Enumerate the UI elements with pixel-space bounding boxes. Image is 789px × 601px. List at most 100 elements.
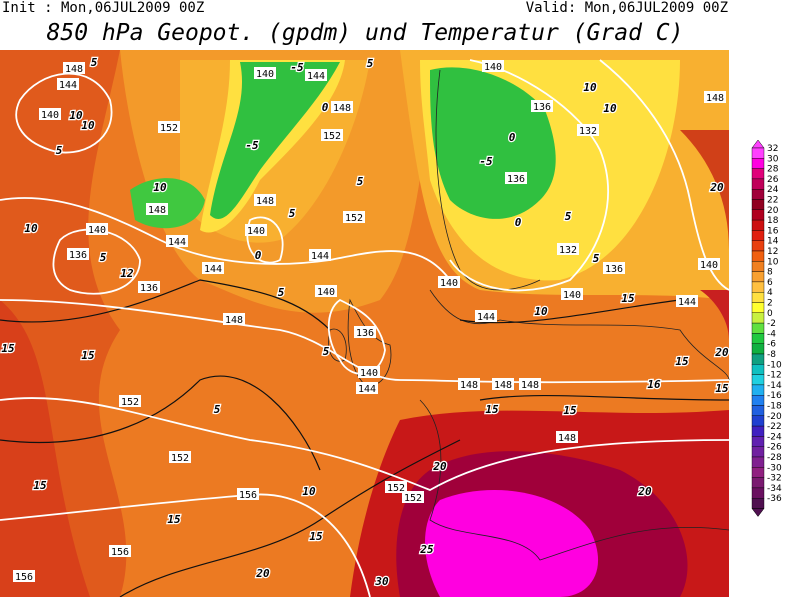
label-box [315, 285, 337, 297]
geopotential-label: 136 [356, 328, 374, 339]
geopotential-label: 144 [168, 237, 186, 248]
colorbar-label: 16 [767, 226, 779, 236]
label-box [119, 395, 141, 407]
colorbar-label: -2 [767, 319, 776, 329]
temperature-label: 15 [33, 479, 47, 492]
temperature-label: 5 [323, 345, 330, 358]
colorbar-swatch [751, 230, 765, 241]
colorbar-label: 6 [767, 278, 773, 288]
temperature-label: 10 [534, 305, 548, 318]
label-box [343, 211, 365, 223]
label-box [531, 100, 553, 112]
temperature-label: 5 [593, 252, 600, 265]
geopotential-label: 140 [360, 368, 378, 379]
geopotential-label: 148 [65, 64, 83, 75]
colorbar-swatch [751, 147, 765, 159]
label-box [67, 248, 89, 260]
geopotential-label: 148 [521, 380, 539, 391]
temperature-label: 20 [709, 181, 724, 194]
contour-labels: 148 144 140 152 140 144 148 152 148 144 140 136 136 1… [0, 55, 730, 590]
colorbar-label: 18 [767, 216, 779, 226]
label-box [704, 91, 726, 103]
geopotential-label: 152 [160, 123, 178, 134]
colorbar-swatch [751, 405, 765, 417]
temperature-label: 15 [309, 530, 323, 543]
label-box [492, 378, 514, 390]
label-box [438, 276, 460, 288]
geopotential-label: 148 [706, 93, 724, 104]
temperature-label: 30 [374, 575, 389, 588]
colorbar-label: 10 [767, 257, 779, 267]
geopotential-label: 148 [256, 196, 274, 207]
geopotential-label: 136 [507, 174, 525, 185]
colorbar-label: -8 [767, 350, 776, 360]
colorbar-label: 32 [767, 144, 778, 154]
geopotential-label: 140 [317, 287, 335, 298]
colorbar-swatch [751, 415, 765, 427]
label-box [13, 570, 35, 582]
geopotential-label: 148 [494, 380, 512, 391]
geopotential-label: 136 [69, 250, 87, 261]
colorbar-swatch [751, 312, 765, 324]
temperature-label: 5 [56, 144, 63, 157]
colorbar-label: -12 [767, 371, 782, 381]
geopotential-label: 132 [559, 245, 577, 256]
label-box [305, 69, 327, 81]
colorbar-swatch [751, 209, 765, 221]
geopotential-label: 152 [171, 453, 189, 464]
label-box [402, 491, 424, 503]
colorbar-label: 2 [767, 299, 773, 309]
label-box [358, 366, 380, 378]
colorbar-label: -14 [767, 381, 782, 391]
geopotential-label: 144 [311, 251, 329, 262]
geopotential-label: 152 [345, 213, 363, 224]
temperature-label: 20 [714, 346, 729, 359]
colorbar-swatch [751, 199, 765, 211]
label-box [331, 101, 353, 113]
label-box [109, 545, 131, 557]
temperature-label: 15 [715, 382, 729, 395]
colorbar-swatch [751, 364, 765, 375]
colorbar-label: -26 [767, 443, 782, 453]
geopotential-label: 140 [440, 278, 458, 289]
colorbar-label: 26 [767, 175, 779, 185]
colorbar-label: 24 [767, 185, 779, 195]
geopotential-label: 156 [111, 547, 129, 558]
label-box [556, 431, 578, 443]
temperature-label: 0 [515, 216, 522, 229]
temperature-label: 15 [621, 292, 635, 305]
temperature-label: 0 [322, 101, 329, 114]
geopotential-label: 152 [121, 397, 139, 408]
geopotential-label: 148 [148, 205, 166, 216]
temperature-label: 15 [167, 513, 181, 526]
colorbar-swatch [751, 188, 765, 200]
label-box [158, 121, 180, 133]
label-box [223, 313, 245, 325]
label-box [519, 378, 541, 390]
colorbar-swatch [751, 487, 765, 499]
colorbar-label: -10 [767, 360, 782, 370]
temperature-label: -5 [245, 139, 259, 152]
label-box [63, 62, 85, 74]
temperature-label: 10 [302, 485, 316, 498]
geopotential-label: 136 [140, 283, 158, 294]
colorbar-label: 12 [767, 247, 778, 257]
geopotential-label: 140 [700, 260, 718, 271]
colorbar-swatch [751, 219, 765, 231]
colorbar-label: 4 [767, 288, 773, 298]
label-box [254, 194, 276, 206]
colorbar-label: -16 [767, 391, 782, 401]
colorbar-swatch [751, 384, 765, 396]
label-box [475, 310, 497, 322]
map-field [0, 50, 729, 597]
label-box [385, 481, 407, 493]
colorbar-label: 8 [767, 268, 773, 278]
temperature-label: 5 [289, 207, 296, 220]
valid-time: Valid: Mon,06JUL2009 00Z [526, 0, 728, 16]
colorbar-label: -4 [767, 329, 776, 339]
colorbar-swatch [751, 446, 765, 458]
label-box [505, 172, 527, 184]
geopotential-label: 148 [460, 380, 478, 391]
geopotential-label: 156 [15, 572, 33, 583]
